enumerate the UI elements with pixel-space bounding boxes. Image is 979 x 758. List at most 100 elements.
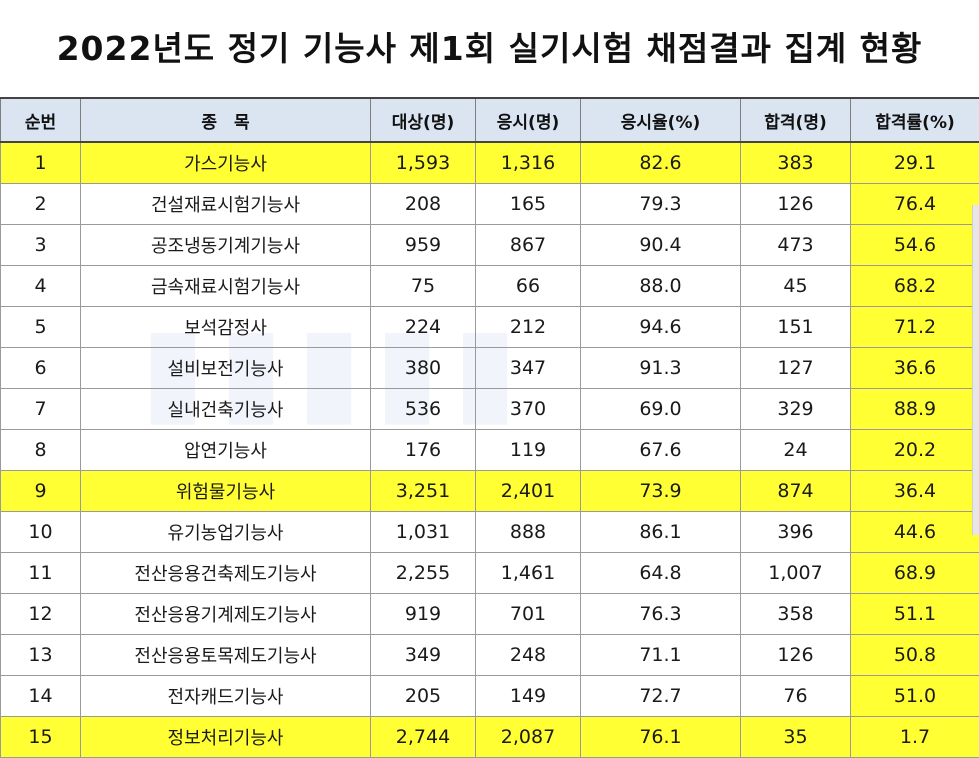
cell-applied: 248: [476, 635, 581, 676]
cell-apply-rate: 67.6: [581, 430, 741, 471]
cell-no: 12: [1, 594, 81, 635]
scrollbar[interactable]: [972, 205, 979, 535]
cell-name: 정보처리기능사: [81, 717, 371, 758]
cell-no: 11: [1, 553, 81, 594]
cell-passed: 24: [741, 430, 851, 471]
cell-name: 위험물기능사: [81, 471, 371, 512]
page-title: 2022년도 정기 기능사 제1회 실기시험 채점결과 집계 현황: [0, 22, 979, 70]
cell-name: 실내건축기능사: [81, 389, 371, 430]
cell-passed: 383: [741, 142, 851, 184]
cell-passed: 126: [741, 184, 851, 225]
cell-target: 919: [371, 594, 476, 635]
cell-apply-rate: 88.0: [581, 266, 741, 307]
cell-no: 3: [1, 225, 81, 266]
cell-pass-rate: 68.9: [851, 553, 979, 594]
cell-no: 5: [1, 307, 81, 348]
cell-applied: 2,087: [476, 717, 581, 758]
cell-pass-rate: 20.2: [851, 430, 979, 471]
cell-pass-rate: 44.6: [851, 512, 979, 553]
cell-pass-rate: 50.8: [851, 635, 979, 676]
cell-pass-rate: 76.4: [851, 184, 979, 225]
cell-name: 압연기능사: [81, 430, 371, 471]
header-applied: 응시(명): [476, 98, 581, 142]
cell-target: 2,744: [371, 717, 476, 758]
cell-apply-rate: 71.1: [581, 635, 741, 676]
cell-target: 349: [371, 635, 476, 676]
cell-applied: 212: [476, 307, 581, 348]
cell-no: 6: [1, 348, 81, 389]
cell-apply-rate: 72.7: [581, 676, 741, 717]
cell-passed: 76: [741, 676, 851, 717]
cell-passed: 473: [741, 225, 851, 266]
cell-apply-rate: 82.6: [581, 142, 741, 184]
cell-name: 전산응용토목제도기능사: [81, 635, 371, 676]
cell-applied: 888: [476, 512, 581, 553]
cell-no: 2: [1, 184, 81, 225]
header-apply-rate: 응시율(%): [581, 98, 741, 142]
cell-name: 보석감정사: [81, 307, 371, 348]
cell-pass-rate: 68.2: [851, 266, 979, 307]
cell-name: 유기농업기능사: [81, 512, 371, 553]
cell-passed: 874: [741, 471, 851, 512]
cell-passed: 151: [741, 307, 851, 348]
cell-pass-rate: 1.7: [851, 717, 979, 758]
cell-apply-rate: 64.8: [581, 553, 741, 594]
cell-passed: 35: [741, 717, 851, 758]
cell-target: 1,031: [371, 512, 476, 553]
cell-applied: 347: [476, 348, 581, 389]
header-pass-rate: 합격률(%): [851, 98, 979, 142]
cell-passed: 329: [741, 389, 851, 430]
cell-no: 13: [1, 635, 81, 676]
cell-pass-rate: 29.1: [851, 142, 979, 184]
cell-apply-rate: 86.1: [581, 512, 741, 553]
cell-no: 7: [1, 389, 81, 430]
cell-pass-rate: 71.2: [851, 307, 979, 348]
cell-target: 959: [371, 225, 476, 266]
cell-apply-rate: 94.6: [581, 307, 741, 348]
cell-applied: 119: [476, 430, 581, 471]
results-table-container: 순번 종 목 대상(명) 응시(명) 응시율(%) 합격(명) 합격률(%) 1…: [0, 97, 979, 758]
cell-target: 2,255: [371, 553, 476, 594]
header-target: 대상(명): [371, 98, 476, 142]
cell-passed: 126: [741, 635, 851, 676]
cell-apply-rate: 79.3: [581, 184, 741, 225]
cell-target: 1,593: [371, 142, 476, 184]
cell-applied: 701: [476, 594, 581, 635]
cell-no: 10: [1, 512, 81, 553]
cell-applied: 1,461: [476, 553, 581, 594]
cell-target: 3,251: [371, 471, 476, 512]
cell-apply-rate: 76.3: [581, 594, 741, 635]
cell-applied: 867: [476, 225, 581, 266]
cell-target: 380: [371, 348, 476, 389]
cell-apply-rate: 91.3: [581, 348, 741, 389]
table-header-row: 순번 종 목 대상(명) 응시(명) 응시율(%) 합격(명) 합격률(%): [1, 98, 979, 142]
cell-applied: 66: [476, 266, 581, 307]
cell-name: 전산응용건축제도기능사: [81, 553, 371, 594]
cell-applied: 165: [476, 184, 581, 225]
cell-apply-rate: 69.0: [581, 389, 741, 430]
cell-passed: 358: [741, 594, 851, 635]
cell-target: 208: [371, 184, 476, 225]
cell-target: 205: [371, 676, 476, 717]
cell-no: 15: [1, 717, 81, 758]
cell-no: 1: [1, 142, 81, 184]
cell-no: 14: [1, 676, 81, 717]
cell-target: 224: [371, 307, 476, 348]
cell-name: 건설재료시험기능사: [81, 184, 371, 225]
header-no: 순번: [1, 98, 81, 142]
cell-pass-rate: 36.4: [851, 471, 979, 512]
cell-passed: 127: [741, 348, 851, 389]
cell-apply-rate: 73.9: [581, 471, 741, 512]
